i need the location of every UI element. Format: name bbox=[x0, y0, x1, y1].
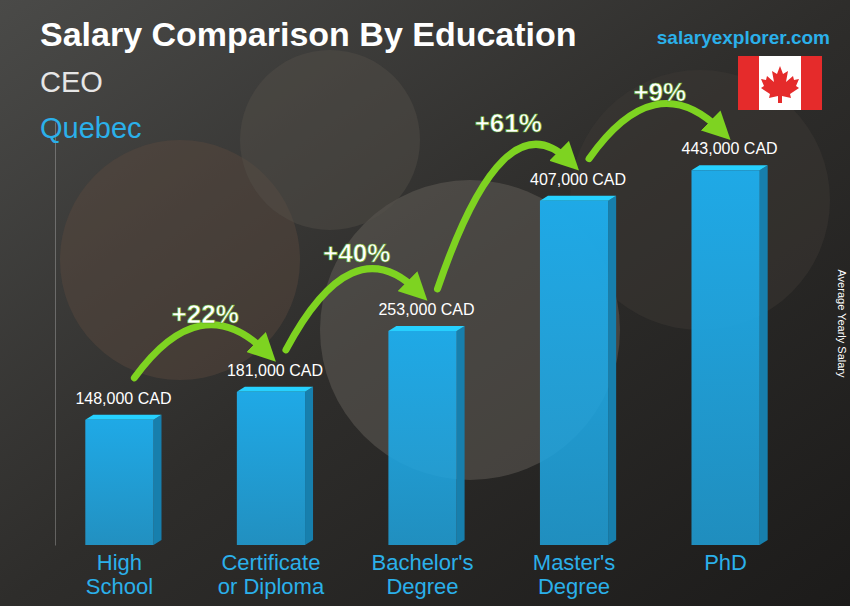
growth-label: +40% bbox=[323, 238, 390, 268]
subtitle: CEO bbox=[40, 66, 103, 98]
watermark: salaryexplorer.com bbox=[657, 27, 830, 48]
bar-side bbox=[305, 387, 313, 545]
bar-side bbox=[457, 326, 465, 545]
background-shape bbox=[240, 50, 420, 230]
title: Salary Comparison By Education bbox=[40, 15, 577, 53]
bar-top bbox=[540, 196, 616, 201]
region: Quebec bbox=[40, 112, 142, 144]
y-axis bbox=[55, 123, 56, 546]
category-label: PhD bbox=[704, 550, 747, 575]
y-axis-title: Average Yearly Salary bbox=[836, 269, 848, 378]
flag-band bbox=[801, 56, 822, 110]
bar bbox=[85, 420, 153, 545]
bar-side bbox=[608, 196, 616, 545]
category-label: Bachelor'sDegree bbox=[371, 550, 473, 599]
bar-top bbox=[85, 415, 161, 420]
bar-side bbox=[154, 415, 162, 545]
data-label: 181,000 CAD bbox=[227, 362, 323, 379]
category-label: Master'sDegree bbox=[533, 550, 615, 599]
category-label: Certificateor Diploma bbox=[218, 550, 325, 599]
growth-arrow bbox=[134, 325, 266, 378]
background bbox=[0, 0, 850, 606]
bar-top bbox=[691, 165, 767, 170]
bar bbox=[540, 201, 608, 545]
growth-arrow bbox=[438, 144, 570, 289]
growth-arrow bbox=[589, 104, 721, 159]
flag bbox=[738, 56, 822, 110]
growth-label: +61% bbox=[475, 108, 542, 138]
bar-side bbox=[760, 165, 768, 545]
category-label: HighSchool bbox=[86, 550, 153, 599]
chart: 148,000 CAD 181,000 CAD 253,000 CAD 407,000… bbox=[0, 0, 850, 606]
data-label: 148,000 CAD bbox=[75, 390, 171, 407]
data-label: 407,000 CAD bbox=[530, 171, 626, 188]
flag-band bbox=[738, 56, 759, 110]
growth-arrow bbox=[286, 269, 418, 350]
bars bbox=[85, 165, 767, 545]
data-label: 253,000 CAD bbox=[378, 301, 474, 318]
bar-top bbox=[388, 326, 464, 331]
data-label: 443,000 CAD bbox=[682, 140, 778, 157]
growth-label: +22% bbox=[172, 299, 239, 329]
bar-top bbox=[237, 387, 313, 392]
bar bbox=[237, 392, 305, 545]
flag-leaf bbox=[761, 66, 799, 103]
flag-field bbox=[738, 56, 822, 110]
bar bbox=[691, 170, 759, 545]
bar bbox=[388, 331, 456, 545]
y-axis-line bbox=[55, 123, 56, 546]
growth-label: +9% bbox=[633, 77, 686, 107]
